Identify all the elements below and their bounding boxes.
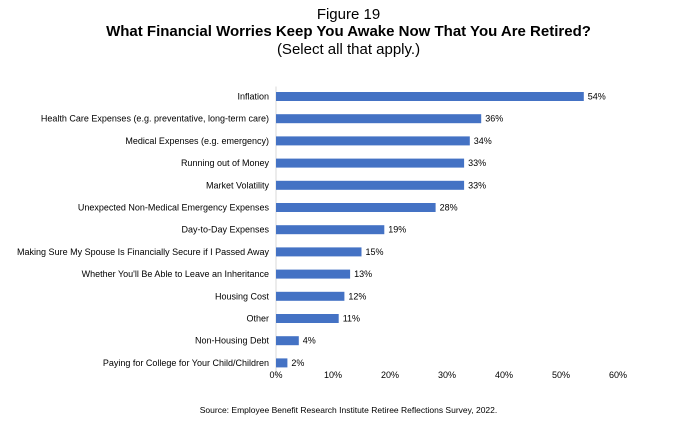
- category-label: Market Volatility: [206, 180, 270, 190]
- bar: [276, 358, 288, 368]
- bar: [276, 136, 470, 146]
- value-label: 34%: [474, 136, 492, 146]
- value-label: 19%: [388, 225, 406, 235]
- bar: [276, 336, 299, 346]
- category-label: Medical Expenses (e.g. emergency): [125, 136, 269, 146]
- x-tick-label: 10%: [324, 370, 342, 380]
- category-label: Day-to-Day Expenses: [181, 225, 269, 235]
- value-label: 33%: [468, 180, 486, 190]
- category-label: Inflation: [237, 92, 269, 102]
- category-label: Making Sure My Spouse Is Financially Sec…: [17, 247, 269, 257]
- value-label: 4%: [303, 336, 316, 346]
- bar: [276, 291, 345, 301]
- x-tick-label: 60%: [609, 370, 627, 380]
- x-tick-label: 20%: [381, 370, 399, 380]
- value-label: 33%: [468, 158, 486, 168]
- category-label: Health Care Expenses (e.g. preventative,…: [41, 114, 269, 124]
- category-label: Running out of Money: [181, 158, 270, 168]
- category-label: Unexpected Non-Medical Emergency Expense…: [78, 203, 270, 213]
- value-label: 36%: [485, 114, 503, 124]
- bar: [276, 203, 436, 212]
- bar: [276, 180, 465, 190]
- category-label: Whether You'll Be Able to Leave an Inher…: [82, 269, 269, 279]
- bar: [276, 269, 351, 279]
- value-label: 12%: [348, 291, 366, 301]
- x-tick-label: 40%: [495, 370, 513, 380]
- bar: [276, 158, 465, 168]
- x-tick-label: 0%: [269, 370, 282, 380]
- source-note: Source: Employee Benefit Research Instit…: [199, 405, 498, 415]
- category-label: Other: [246, 314, 269, 324]
- value-label: 54%: [588, 92, 606, 102]
- bar: [276, 225, 385, 235]
- category-label: Non-Housing Debt: [195, 336, 270, 346]
- figure-label: Figure 19: [316, 6, 381, 23]
- category-label: Housing Cost: [215, 291, 270, 301]
- value-label: 28%: [440, 203, 458, 213]
- chart-title: What Financial Worries Keep You Awake No…: [106, 23, 591, 40]
- bar: [276, 92, 584, 101]
- x-tick-label: 30%: [438, 370, 456, 380]
- bar: [276, 314, 339, 323]
- value-label: 2%: [291, 358, 304, 368]
- chart-subtitle: (Select all that apply.): [276, 41, 421, 58]
- x-tick-label: 50%: [552, 370, 570, 380]
- value-label: 13%: [354, 269, 372, 279]
- bar: [276, 247, 362, 257]
- bar: [276, 114, 482, 124]
- category-label: Paying for College for Your Child/Childr…: [103, 358, 269, 368]
- value-label: 11%: [343, 314, 360, 324]
- value-label: 15%: [366, 247, 384, 257]
